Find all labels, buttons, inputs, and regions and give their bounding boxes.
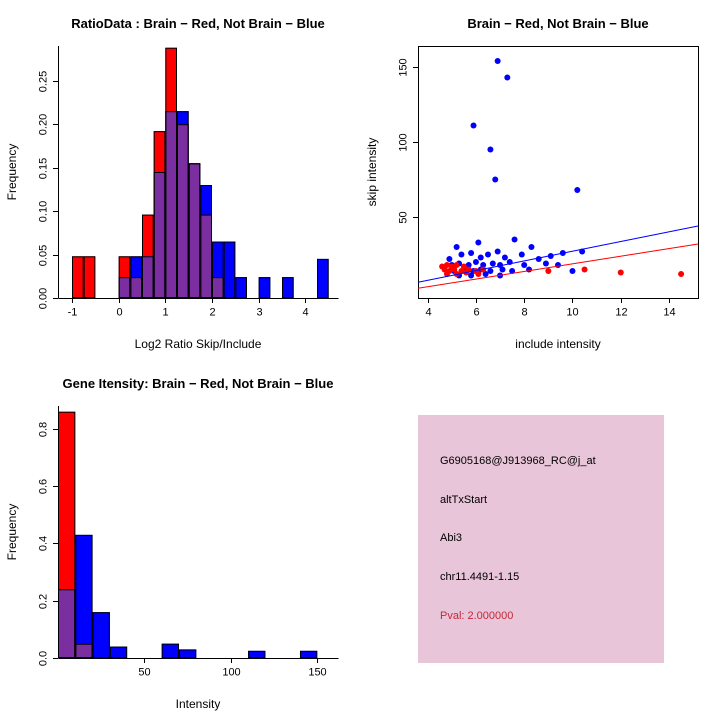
ratio-histogram-chart <box>0 0 360 360</box>
chromosome-location-text: chr11.4491-1.15 <box>440 571 520 584</box>
panel-gene-info: G6905168@J913968_RC@j_at altTxStart Abi3… <box>360 360 720 720</box>
gene-info-box: G6905168@J913968_RC@j_at altTxStart Abi3… <box>418 415 664 663</box>
panel-gene-intensity-histogram <box>0 360 360 720</box>
panel-intensity-scatter <box>360 0 720 360</box>
gene-intensity-histogram-chart <box>0 360 360 720</box>
intensity-scatter-chart <box>360 0 720 360</box>
gene-symbol-text: Abi3 <box>440 532 463 545</box>
probe-id-text: G6905168@J913968_RC@j_at <box>440 454 596 467</box>
panel-ratio-histogram <box>0 0 360 360</box>
pval-text: Pval: 2.000000 <box>440 610 514 623</box>
event-type-text: altTxStart <box>440 493 488 506</box>
